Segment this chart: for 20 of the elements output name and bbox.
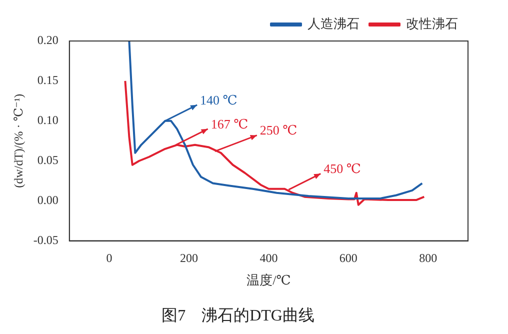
- annotation: 450 ℃: [324, 161, 361, 176]
- legend-label: 人造沸石: [308, 16, 360, 31]
- annotation: 140 ℃: [200, 92, 238, 108]
- y-tick-label: 0.05: [37, 153, 58, 168]
- annotation: 167 ℃: [210, 116, 248, 132]
- text: 图7 沸石的DTG曲线: [162, 306, 314, 325]
- y-tick-label: 0.10: [37, 113, 58, 128]
- y-tick-label: 0.20: [37, 33, 58, 48]
- legend-label: 改性沸石: [406, 16, 458, 31]
- y-axis-title: (dw/dT)/(% · ℃⁻¹): [11, 94, 26, 188]
- x-tick-label: 0: [106, 251, 112, 266]
- y-tick-label: 0.00: [37, 192, 58, 207]
- x-tick-label: 200: [180, 251, 198, 266]
- x-axis-title: 温度/℃: [246, 272, 291, 288]
- y-tick-label: -0.05: [33, 232, 58, 247]
- y-tick-label: 0.15: [37, 73, 58, 88]
- annotation: 250 ℃: [260, 122, 298, 138]
- x-tick-label: 800: [419, 251, 438, 266]
- x-tick-label: 400: [260, 251, 278, 266]
- x-tick-label: 600: [339, 251, 358, 266]
